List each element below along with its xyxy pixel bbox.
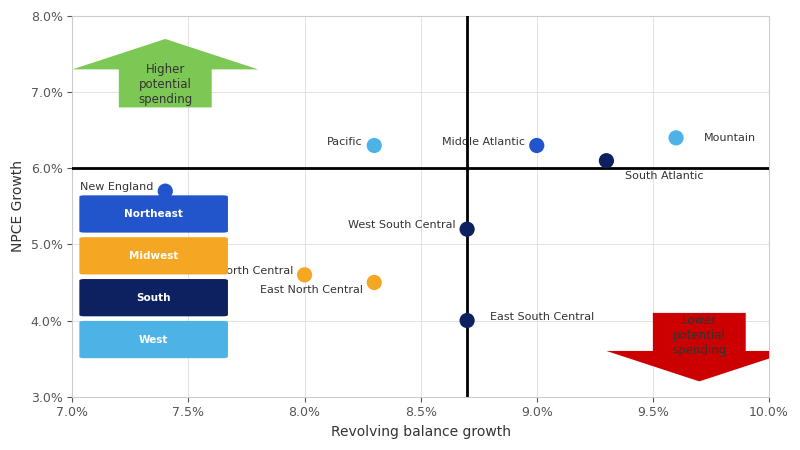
Text: West: West bbox=[139, 334, 168, 345]
Text: Higher
potential
spending: Higher potential spending bbox=[138, 63, 192, 106]
FancyArrow shape bbox=[606, 313, 792, 382]
FancyBboxPatch shape bbox=[79, 321, 228, 358]
Point bbox=[530, 142, 543, 149]
Point bbox=[368, 279, 381, 286]
Text: Mountain: Mountain bbox=[704, 133, 756, 143]
Text: Middle Atlantic: Middle Atlantic bbox=[442, 137, 525, 147]
FancyBboxPatch shape bbox=[79, 195, 228, 233]
FancyBboxPatch shape bbox=[79, 279, 228, 316]
FancyBboxPatch shape bbox=[79, 237, 228, 274]
Point bbox=[368, 142, 381, 149]
Point bbox=[670, 134, 682, 141]
Point bbox=[461, 225, 474, 233]
Text: West South Central: West South Central bbox=[348, 220, 455, 230]
Text: Pacific: Pacific bbox=[327, 137, 362, 147]
Text: New England: New England bbox=[80, 182, 154, 192]
FancyArrow shape bbox=[72, 39, 258, 108]
Y-axis label: NPCE Growth: NPCE Growth bbox=[11, 160, 25, 252]
Text: Midwest: Midwest bbox=[129, 251, 178, 261]
Text: Lower
potential
spending: Lower potential spending bbox=[672, 314, 726, 357]
Text: Northeast: Northeast bbox=[124, 209, 183, 219]
Point bbox=[461, 317, 474, 324]
Text: West North Central: West North Central bbox=[186, 266, 293, 276]
Point bbox=[600, 157, 613, 164]
Point bbox=[159, 188, 172, 195]
Text: East South Central: East South Central bbox=[490, 312, 594, 322]
Text: South: South bbox=[137, 292, 171, 303]
Point bbox=[298, 271, 311, 279]
X-axis label: Revolving balance growth: Revolving balance growth bbox=[330, 425, 510, 439]
Text: East North Central: East North Central bbox=[260, 285, 362, 295]
Text: South Atlantic: South Atlantic bbox=[625, 171, 703, 181]
